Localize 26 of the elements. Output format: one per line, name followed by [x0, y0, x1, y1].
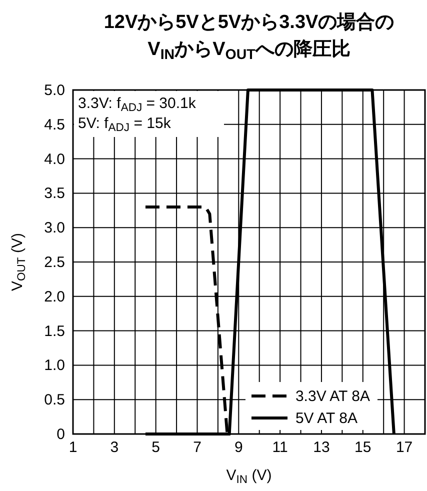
- x-tick-label: 17: [396, 439, 413, 456]
- x-axis-title: V$_{IN}$ (V): [226, 467, 272, 486]
- y-tick-label: 2.5: [44, 254, 65, 271]
- x-tick-label: 7: [193, 439, 202, 456]
- annotation: 5V: f$_{ADJ}$ = 15k: [78, 115, 172, 134]
- x-tick-label: 13: [313, 439, 330, 456]
- y-tick-label: 2.0: [44, 288, 65, 306]
- chart-title: 12Vから5Vと5Vから3.3Vの場合の V$_{IN}$からV$_{OUT}$への降圧比: [104, 11, 394, 62]
- x-tick-label: 1: [68, 439, 78, 456]
- y-tick-label: 4.0: [44, 150, 65, 168]
- annotation: 3.3V: f$_{ADJ}$ = 30.1k: [78, 95, 196, 114]
- y-tick-label: 4.5: [44, 116, 65, 134]
- x-tick-label: 3: [110, 439, 119, 456]
- legend-label: 3.3V AT 8A: [295, 388, 370, 405]
- legend-label: 5V AT 8A: [295, 410, 358, 427]
- y-tick-label: 3.5: [44, 185, 65, 202]
- x-tick-label: 15: [354, 439, 372, 456]
- y-tick-label: 5.0: [44, 82, 65, 99]
- x-tick-label: 9: [234, 439, 243, 456]
- x-tick-label: 11: [272, 439, 288, 456]
- y-tick-label: 0: [56, 426, 65, 443]
- y-tick-label: 0.5: [44, 392, 65, 409]
- y-tick-label: 1.0: [44, 357, 65, 374]
- y-tick-label: 1.5: [44, 322, 65, 340]
- x-tick-label: 5: [152, 439, 160, 456]
- y-tick-label: 3.0: [44, 220, 65, 237]
